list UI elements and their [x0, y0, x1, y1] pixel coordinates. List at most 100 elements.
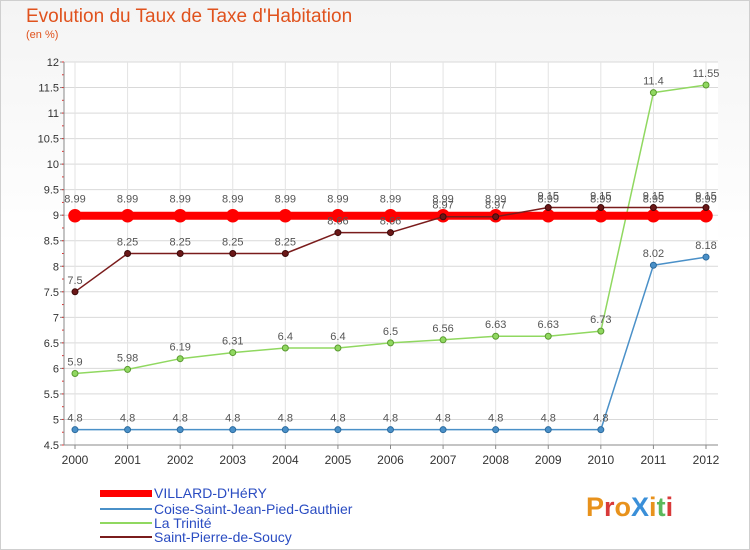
data-label-villard: 8.99 [222, 194, 243, 206]
data-point-la-trinite [229, 349, 237, 357]
data-point-saint-pierre [229, 250, 237, 257]
data-label-saint-pierre: 7.5 [67, 275, 82, 287]
data-label-villard: 8.99 [327, 194, 348, 206]
data-label-la-trinite: 6.73 [590, 314, 611, 326]
logo-letter: r [604, 492, 615, 522]
data-point-saint-pierre [124, 250, 132, 257]
series-lines [68, 81, 713, 434]
y-tick-label: 9.5 [44, 185, 59, 197]
x-tick-label: 2003 [219, 453, 246, 467]
data-point-la-trinite [124, 365, 132, 373]
data-label-coise: 4.8 [593, 413, 608, 425]
series-la-trinite [71, 81, 710, 378]
data-label-coise: 4.8 [330, 413, 345, 425]
y-tick-label: 5 [53, 414, 59, 426]
data-point-coise [492, 426, 500, 434]
data-point-villard [278, 208, 293, 223]
y-tick-label: 8.5 [44, 236, 59, 248]
proxiti-logo: ProXiti [586, 492, 673, 523]
logo-letter: t [656, 492, 666, 522]
legend-swatch [100, 522, 152, 524]
data-label-saint-pierre: 9.15 [695, 191, 716, 203]
data-label-la-trinite: 5.98 [117, 352, 138, 364]
legend-swatch [100, 508, 152, 510]
data-label-la-trinite: 6.56 [432, 323, 453, 335]
data-point-coise [176, 426, 184, 434]
data-point-villard [699, 208, 713, 223]
y-tick-label: 10.5 [38, 134, 59, 146]
data-labels: 8.99 8.99 8.99 8.99 8.99 8.99 8.99 8.99 8.99 8.99… [64, 68, 719, 425]
x-tick-label: 2004 [272, 453, 299, 467]
data-point-saint-pierre [334, 229, 342, 237]
data-label-saint-pierre: 9.15 [590, 191, 611, 203]
data-point-villard [331, 208, 345, 223]
data-point-la-trinite [597, 327, 605, 335]
data-point-coise [124, 426, 132, 434]
data-label-villard: 8.99 [485, 194, 506, 206]
y-tick-label: 7.5 [44, 287, 59, 299]
logo-letter: i [649, 492, 657, 522]
x-tick-label: 2005 [325, 453, 352, 467]
data-label-la-trinite: 11.55 [693, 68, 720, 80]
data-point-coise [702, 253, 710, 261]
data-point-coise [597, 426, 605, 434]
x-tick-label: 2012 [693, 453, 720, 467]
data-point-saint-pierre [71, 288, 79, 296]
data-label-saint-pierre: 8.25 [169, 237, 190, 249]
axes: 4.5 5 5.5 6 6.5 7 7.5 8 8.5 9 9.5 10 10.5 11 11.5 12 200… [38, 57, 720, 467]
data-point-la-trinite [544, 332, 552, 340]
y-tick-label: 8 [53, 261, 59, 273]
data-label-la-trinite: 11.4 [643, 76, 664, 88]
data-label-la-trinite: 6.31 [222, 336, 243, 348]
data-label-la-trinite: 6.19 [169, 342, 190, 354]
data-label-villard: 8.99 [643, 194, 664, 206]
legend-swatch [100, 536, 152, 538]
gridlines [64, 61, 718, 446]
y-tick-label: 10 [47, 159, 59, 171]
data-label-saint-pierre: 8.25 [275, 237, 296, 249]
y-tick-label: 7 [53, 312, 59, 324]
data-point-coise [649, 261, 657, 269]
data-point-saint-pierre [492, 213, 500, 221]
data-point-saint-pierre [649, 204, 657, 212]
data-label-la-trinite: 6.4 [278, 331, 293, 343]
data-point-villard [646, 208, 661, 223]
data-label-coise: 4.8 [541, 413, 556, 425]
line-chart: 4.5 5 5.5 6 6.5 7 7.5 8 8.5 9 9.5 10 10.5 11 11.5 12 200… [38, 57, 720, 467]
data-point-saint-pierre [387, 229, 394, 237]
data-point-saint-pierre [702, 204, 710, 212]
data-point-coise [439, 426, 447, 434]
data-label-saint-pierre: 8.97 [485, 200, 506, 212]
chart-title: Evolution du Taux de Taxe d'Habitation [26, 6, 353, 27]
data-point-villard [120, 208, 135, 223]
x-tick-label: 2008 [482, 453, 509, 467]
legend-item-saint-pierre: Saint-Pierre-de-Soucy [100, 529, 292, 545]
data-label-villard: 8.99 [275, 194, 296, 206]
logo-letter: o [614, 492, 632, 522]
data-label-coise: 4.8 [67, 413, 82, 425]
x-tick-label: 2009 [535, 453, 562, 467]
data-point-la-trinite [387, 339, 394, 347]
y-tick-label: 11.5 [38, 83, 59, 95]
data-label-coise: 8.18 [695, 240, 716, 252]
data-point-la-trinite [281, 344, 289, 352]
legend-label: Coise-Saint-Jean-Pied-Gauthier [154, 501, 353, 517]
data-label-coise: 4.8 [383, 413, 398, 425]
y-tick-label: 12 [47, 57, 59, 69]
data-label-saint-pierre: 8.66 [327, 216, 348, 228]
y-tick-label: 6 [53, 363, 59, 375]
logo-letter: i [665, 492, 674, 522]
data-point-villard [383, 208, 398, 223]
y-tick-label: 6.5 [44, 338, 59, 350]
legend-swatch [100, 489, 152, 497]
x-tick-label: 2006 [377, 453, 404, 467]
data-point-saint-pierre [281, 250, 289, 257]
legend-label: VILLARD-D'HéRY [154, 485, 267, 501]
data-label-villard: 8.99 [695, 194, 716, 206]
x-tick-label: 2011 [641, 453, 667, 467]
data-point-la-trinite [334, 344, 342, 352]
data-label-la-trinite: 6.63 [538, 319, 559, 331]
data-label-villard: 8.99 [538, 194, 559, 206]
data-point-villard [594, 208, 608, 223]
data-label-coise: 8.02 [643, 248, 664, 260]
